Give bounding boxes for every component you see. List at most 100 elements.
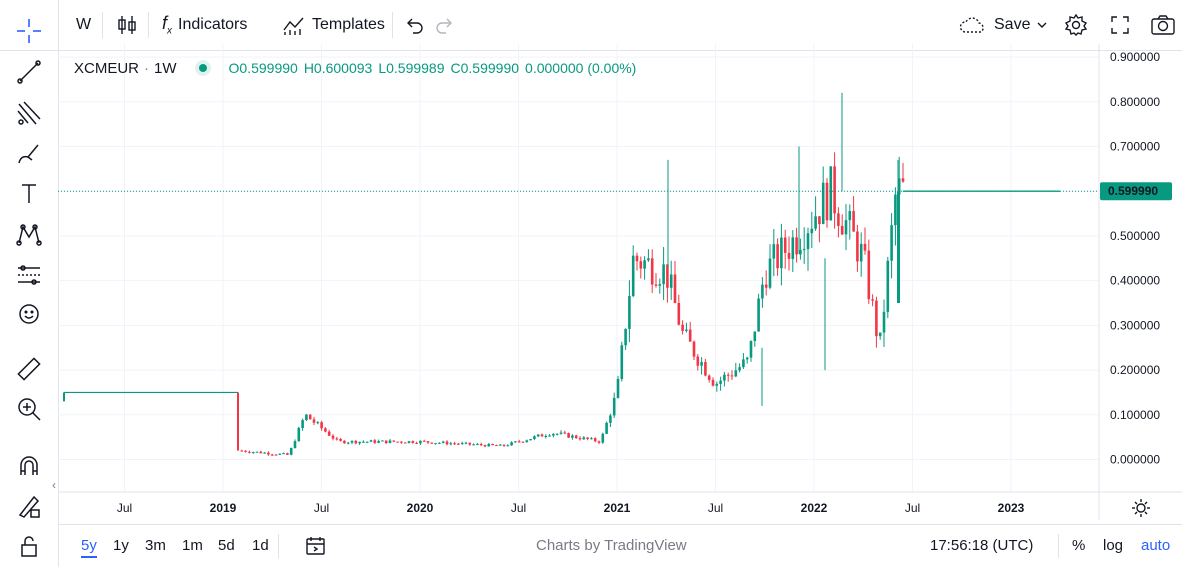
magnet-icon[interactable] bbox=[12, 449, 46, 483]
range-1d[interactable]: 1d bbox=[252, 537, 269, 554]
trend-line-icon[interactable] bbox=[12, 54, 46, 88]
candle-body bbox=[552, 433, 555, 436]
candle-body bbox=[783, 237, 787, 253]
brush-icon[interactable] bbox=[12, 137, 46, 171]
grid bbox=[58, 44, 1099, 492]
pattern-icon[interactable] bbox=[12, 217, 46, 251]
legend-interval[interactable]: 1W bbox=[154, 59, 177, 77]
templates-button[interactable]: Templates bbox=[282, 13, 385, 37]
candle-body bbox=[574, 435, 578, 439]
timezone-clock[interactable]: 17:56:18 (UTC) bbox=[930, 537, 1034, 554]
candle-body bbox=[419, 440, 422, 444]
range-1y[interactable]: 1y bbox=[113, 537, 129, 554]
candle-body bbox=[510, 442, 513, 446]
candle-body bbox=[631, 255, 635, 297]
snapshot-button[interactable] bbox=[1150, 13, 1176, 37]
candle-body bbox=[586, 437, 589, 439]
candle-body bbox=[567, 433, 570, 438]
lock-icon[interactable] bbox=[12, 529, 46, 563]
fullscreen-button[interactable] bbox=[1109, 13, 1131, 37]
chart-type-button[interactable] bbox=[116, 13, 138, 37]
range-3m[interactable]: 3m bbox=[145, 537, 166, 554]
candle-body bbox=[415, 442, 418, 444]
candle-body bbox=[301, 420, 304, 429]
log-toggle[interactable]: log bbox=[1103, 537, 1124, 554]
lock-draw-icon[interactable] bbox=[12, 489, 46, 523]
candle-body bbox=[544, 435, 548, 437]
candle-body bbox=[476, 444, 479, 446]
candle-body bbox=[578, 438, 582, 440]
crosshair-icon[interactable] bbox=[12, 14, 46, 48]
candle-body bbox=[700, 362, 703, 366]
ruler-icon[interactable] bbox=[12, 352, 46, 386]
time-tick-label: 2020 bbox=[407, 501, 434, 515]
candle-body bbox=[251, 452, 255, 454]
candle-body bbox=[548, 435, 551, 437]
camera-icon bbox=[1151, 15, 1175, 35]
time-tick-label: Jul bbox=[708, 501, 723, 515]
candle-body bbox=[863, 243, 867, 251]
range-5d[interactable]: 5d bbox=[218, 537, 235, 554]
price-tick-label: 0.800000 bbox=[1110, 95, 1160, 109]
collapse-arrow-icon[interactable]: ‹ bbox=[52, 478, 56, 492]
zoom-in-icon[interactable] bbox=[12, 392, 46, 426]
indicators-button[interactable]: fx Indicators bbox=[162, 13, 247, 37]
candle-body bbox=[856, 231, 859, 262]
interval-button[interactable]: W bbox=[76, 13, 91, 37]
candle-body bbox=[267, 452, 270, 455]
candle-body bbox=[514, 441, 517, 443]
candle-body bbox=[814, 216, 817, 229]
divider bbox=[148, 12, 149, 38]
bottom-toolbar: 5y 1y 3m 1m 5d 1d Charts by TradingView … bbox=[58, 524, 1182, 568]
chevron-down-icon bbox=[1037, 22, 1047, 28]
candle-body bbox=[795, 237, 798, 255]
ohlc-values: O0.599990 H0.600093 L0.599989 C0.599990 0.00… bbox=[229, 60, 643, 76]
price-tick-label: 0.600000 bbox=[1110, 184, 1160, 198]
candle-body bbox=[776, 244, 779, 269]
candle-body bbox=[677, 302, 681, 325]
candle-body bbox=[590, 438, 593, 440]
range-1m[interactable]: 1m bbox=[182, 537, 203, 554]
candle-body bbox=[867, 250, 871, 300]
redo-button[interactable] bbox=[435, 13, 455, 37]
candle-body bbox=[688, 329, 692, 342]
candle-body bbox=[726, 374, 730, 376]
candle-body bbox=[673, 274, 677, 303]
candle-body bbox=[491, 443, 494, 446]
settings-button[interactable] bbox=[1064, 13, 1088, 37]
pitchfork-icon[interactable] bbox=[12, 96, 46, 130]
go-to-date-button[interactable] bbox=[305, 535, 327, 562]
candle-body bbox=[719, 380, 722, 384]
candle-body bbox=[662, 264, 665, 285]
candle-body bbox=[654, 284, 658, 286]
text-icon[interactable] bbox=[12, 176, 46, 210]
candle-body bbox=[882, 311, 886, 333]
divider bbox=[278, 534, 279, 558]
candle-body bbox=[365, 441, 369, 443]
candle-body bbox=[282, 453, 285, 455]
emoji-icon[interactable] bbox=[12, 297, 46, 331]
close-value: C0.599990 bbox=[450, 60, 520, 76]
axis-settings-button[interactable] bbox=[1132, 499, 1150, 517]
price-tick-label: 0.500000 bbox=[1110, 229, 1160, 243]
auto-toggle[interactable]: auto bbox=[1141, 537, 1171, 554]
symbol-label[interactable]: XCMEUR bbox=[74, 59, 140, 77]
candle-body bbox=[540, 434, 544, 437]
save-button[interactable]: Save bbox=[958, 13, 1048, 37]
percent-toggle[interactable]: % bbox=[1072, 537, 1086, 554]
time-tick-label: 2023 bbox=[998, 501, 1025, 515]
candle-body bbox=[821, 182, 825, 225]
candle-body bbox=[362, 441, 365, 443]
templates-label: Templates bbox=[312, 16, 385, 33]
prediction-icon[interactable] bbox=[12, 258, 46, 292]
candle-body bbox=[597, 441, 601, 443]
candle-body bbox=[692, 341, 696, 357]
candle-body bbox=[780, 237, 783, 269]
market-status-icon[interactable] bbox=[194, 60, 211, 76]
candle-body bbox=[377, 441, 380, 443]
candle-body bbox=[457, 443, 460, 445]
tradingview-branding[interactable]: Charts by TradingView bbox=[536, 537, 687, 554]
range-5y[interactable]: 5y bbox=[81, 537, 97, 558]
undo-button[interactable] bbox=[404, 13, 424, 37]
